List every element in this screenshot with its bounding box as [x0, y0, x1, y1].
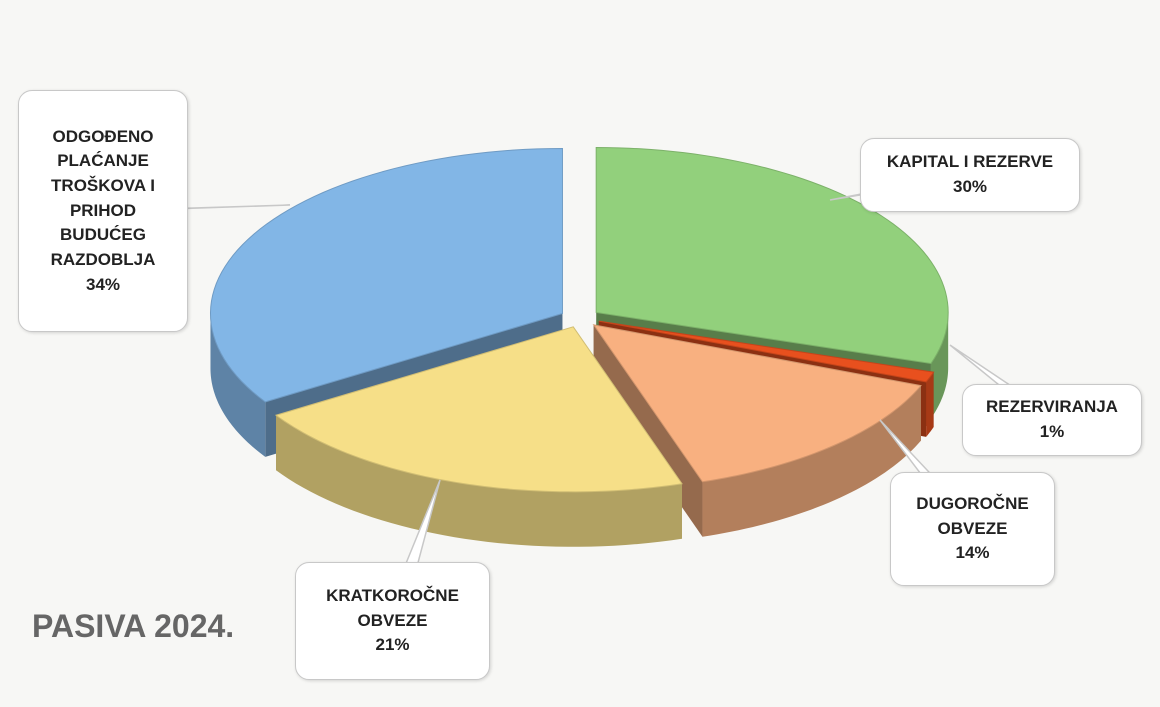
slice	[595, 146, 949, 365]
chart-title: PASIVA 2024.	[32, 608, 235, 644]
label-value: 1%	[1039, 422, 1065, 441]
label-category: DUGOROČNE OBVEZE	[916, 494, 1029, 538]
slice-side	[926, 372, 934, 437]
data-label: REZERVIRANJA 1%	[962, 384, 1142, 456]
data-label: KAPITAL I REZERVE 30%	[860, 138, 1080, 212]
slice-side	[210, 313, 266, 457]
label-category: ODGOĐENO PLAĆANJE TROŠKOVA I PRIHOD BUDU…	[50, 126, 156, 269]
slice-side	[276, 415, 682, 547]
slice	[209, 147, 563, 403]
label-category: REZERVIRANJA	[986, 397, 1118, 417]
data-label: ODGOĐENO PLAĆANJE TROŠKOVA I PRIHOD BUDU…	[18, 90, 188, 332]
label-category: KAPITAL I REZERVE	[886, 152, 1054, 172]
label-value: 21%	[375, 635, 410, 655]
data-label: DUGOROČNE OBVEZE 14%	[890, 472, 1055, 586]
data-label: KRATKOROČNE OBVEZE 21%	[295, 562, 490, 680]
slice-side	[702, 385, 921, 537]
label-value: 14%	[955, 543, 990, 563]
label-value: 34%	[85, 274, 121, 294]
slice	[274, 326, 683, 493]
slice	[598, 320, 935, 383]
slice	[592, 324, 922, 483]
label-value: 30%	[952, 177, 988, 196]
label-category: KRATKOROČNE OBVEZE	[326, 586, 459, 630]
